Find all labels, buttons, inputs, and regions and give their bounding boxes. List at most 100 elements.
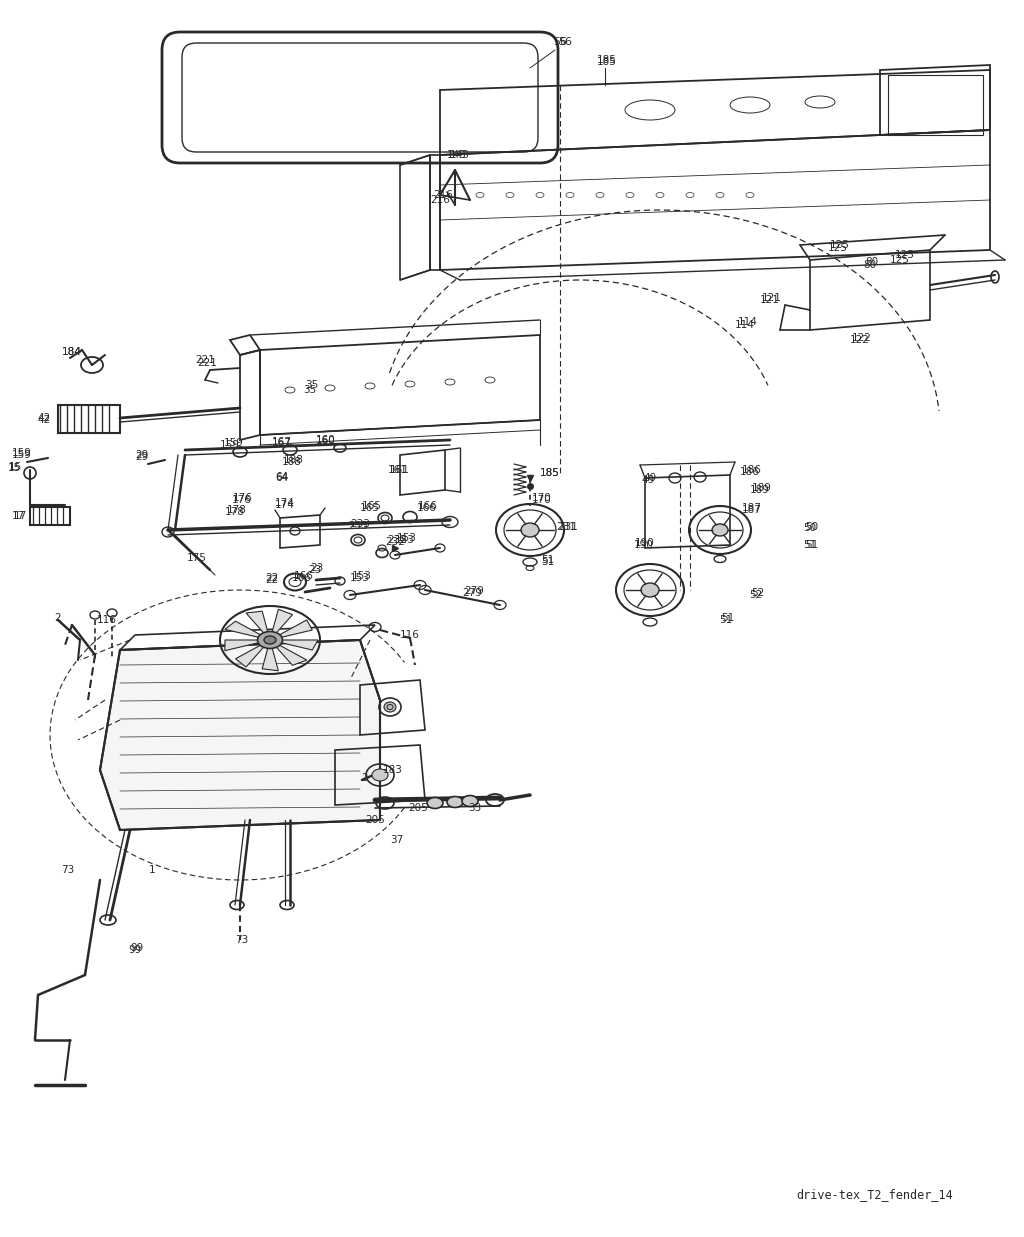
Text: 153: 153 xyxy=(352,571,372,581)
Text: 114: 114 xyxy=(738,317,758,327)
Text: 22: 22 xyxy=(265,573,279,583)
Polygon shape xyxy=(278,620,312,638)
Text: 186: 186 xyxy=(740,468,760,477)
Text: 2: 2 xyxy=(54,614,61,623)
Ellipse shape xyxy=(641,583,659,597)
Text: 125: 125 xyxy=(828,242,848,254)
Text: 50: 50 xyxy=(806,522,818,532)
Text: 205: 205 xyxy=(366,815,385,825)
Text: 22: 22 xyxy=(265,575,279,585)
Text: 232: 232 xyxy=(387,534,407,546)
Text: 165: 165 xyxy=(362,501,382,511)
Text: 122: 122 xyxy=(852,333,872,343)
Text: 42: 42 xyxy=(37,413,50,423)
Text: 176: 176 xyxy=(232,495,252,505)
Text: 178: 178 xyxy=(225,507,245,517)
Text: 49: 49 xyxy=(643,473,656,482)
Polygon shape xyxy=(274,644,307,666)
Polygon shape xyxy=(262,646,279,670)
Text: 51: 51 xyxy=(804,541,816,550)
Text: 184: 184 xyxy=(62,348,82,357)
Text: 216: 216 xyxy=(430,195,450,205)
Ellipse shape xyxy=(447,797,463,808)
Text: 166: 166 xyxy=(417,503,437,513)
Ellipse shape xyxy=(712,524,728,536)
Text: 15: 15 xyxy=(8,461,22,473)
Text: 167: 167 xyxy=(272,437,292,447)
Text: 80: 80 xyxy=(865,257,879,267)
Text: 35: 35 xyxy=(303,385,316,395)
Text: 33: 33 xyxy=(468,803,481,813)
Text: 51: 51 xyxy=(805,541,818,550)
Text: 188: 188 xyxy=(284,455,304,465)
Text: 187: 187 xyxy=(742,503,762,513)
Ellipse shape xyxy=(427,798,443,809)
Text: 189: 189 xyxy=(750,485,770,495)
Text: 50: 50 xyxy=(804,523,816,533)
Text: 1: 1 xyxy=(148,865,156,875)
Polygon shape xyxy=(225,640,262,651)
Text: 17: 17 xyxy=(13,511,27,521)
Text: 279: 279 xyxy=(464,586,484,596)
Text: 189: 189 xyxy=(752,482,772,494)
Text: 153: 153 xyxy=(350,573,370,583)
Text: 165: 165 xyxy=(360,503,380,513)
Text: 174: 174 xyxy=(275,499,295,508)
Text: 35: 35 xyxy=(305,380,318,390)
Text: 116: 116 xyxy=(400,630,420,640)
Ellipse shape xyxy=(257,632,283,648)
Text: 29: 29 xyxy=(135,452,148,461)
Text: 166: 166 xyxy=(418,501,438,511)
Text: 176: 176 xyxy=(233,494,253,503)
Text: 51: 51 xyxy=(720,615,732,625)
Text: 51: 51 xyxy=(542,557,555,567)
Text: 187: 187 xyxy=(742,505,762,515)
Text: 99: 99 xyxy=(130,943,143,952)
Text: 99: 99 xyxy=(128,945,141,955)
Bar xyxy=(888,75,983,135)
Text: 175: 175 xyxy=(187,553,207,563)
Text: 186: 186 xyxy=(742,465,762,475)
Text: 49: 49 xyxy=(641,475,654,485)
Text: 183: 183 xyxy=(383,764,402,776)
Text: 51: 51 xyxy=(542,555,555,565)
Text: 37: 37 xyxy=(390,835,403,845)
Text: 121: 121 xyxy=(760,294,780,306)
Text: 279: 279 xyxy=(462,588,482,597)
Text: 190: 190 xyxy=(634,541,654,550)
Polygon shape xyxy=(225,621,264,638)
Text: 166: 166 xyxy=(294,571,314,581)
Text: 116: 116 xyxy=(97,615,117,625)
Text: 185: 185 xyxy=(540,468,560,477)
Text: 42: 42 xyxy=(37,414,50,426)
Ellipse shape xyxy=(372,769,388,781)
Ellipse shape xyxy=(521,523,539,537)
Text: 160: 160 xyxy=(316,435,336,447)
Text: 231: 231 xyxy=(556,522,575,532)
Text: 51: 51 xyxy=(721,614,734,623)
Ellipse shape xyxy=(264,636,276,644)
Text: 184: 184 xyxy=(62,348,82,357)
Text: 29: 29 xyxy=(135,450,148,460)
Text: 121: 121 xyxy=(762,293,782,303)
Text: 125: 125 xyxy=(890,255,910,265)
Text: drive-tex_T2_fender_14: drive-tex_T2_fender_14 xyxy=(797,1189,953,1201)
Text: 160: 160 xyxy=(316,435,336,445)
Text: 159: 159 xyxy=(12,450,32,460)
Text: 216: 216 xyxy=(433,190,453,200)
Text: 185: 185 xyxy=(540,468,560,477)
Bar xyxy=(58,404,120,433)
Text: 205: 205 xyxy=(409,803,428,813)
Text: 73: 73 xyxy=(61,865,75,875)
Text: 161: 161 xyxy=(390,465,410,475)
Bar xyxy=(30,507,70,524)
Text: 161: 161 xyxy=(388,465,408,475)
Text: 167: 167 xyxy=(272,438,292,448)
Text: 64: 64 xyxy=(275,473,289,482)
Text: 64: 64 xyxy=(275,473,289,482)
Text: 52: 52 xyxy=(752,588,765,597)
Ellipse shape xyxy=(462,795,478,807)
Ellipse shape xyxy=(384,703,396,713)
Text: 122: 122 xyxy=(850,335,870,345)
Text: 2: 2 xyxy=(361,773,369,783)
